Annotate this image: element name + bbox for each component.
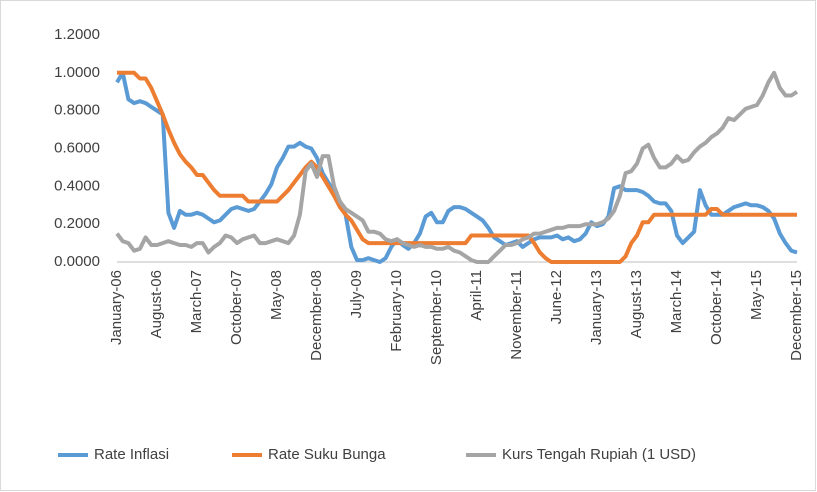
x-tick-label: April-11	[468, 270, 485, 321]
x-tick-label: October-14	[708, 270, 725, 345]
x-tick-label: May-15	[748, 270, 765, 320]
x-tick-label: February-10	[388, 270, 405, 352]
line-series	[115, 70, 799, 264]
x-tick-label: January-06	[108, 270, 125, 345]
x-tick-label: October-07	[228, 270, 245, 345]
x-tick-label: August-06	[148, 270, 165, 338]
y-tick-label: 1.2000	[54, 26, 100, 43]
x-tick-label: March-07	[188, 270, 205, 333]
legend-label: Kurs Tengah Rupiah (1 USD)	[502, 446, 696, 463]
line-series	[117, 70, 797, 264]
x-tick-label: November-11	[508, 270, 525, 360]
x-tick-label: July-09	[348, 270, 365, 318]
x-tick-label: June-12	[548, 270, 565, 324]
x-tick-label: December-15	[788, 270, 805, 361]
line-series	[115, 70, 798, 264]
x-tick-label: March-14	[668, 270, 685, 333]
legend-label: Rate Inflasi	[94, 446, 169, 463]
y-tick-label: 0.6000	[54, 139, 100, 156]
x-tick-label: January-13	[588, 270, 605, 345]
x-tick-label: August-13	[628, 270, 645, 338]
x-tick-label: May-08	[268, 270, 285, 320]
y-tick-label: 0.2000	[54, 215, 100, 232]
y-tick-label: 0.8000	[54, 102, 100, 119]
x-tick-label: September-10	[428, 270, 445, 365]
y-tick-label: 0.0000	[54, 253, 100, 270]
y-tick-label: 0.4000	[54, 177, 100, 194]
legend-label: Rate Suku Bunga	[268, 446, 386, 463]
y-tick-label: 1.0000	[54, 64, 100, 81]
x-tick-label: December-08	[308, 270, 325, 361]
